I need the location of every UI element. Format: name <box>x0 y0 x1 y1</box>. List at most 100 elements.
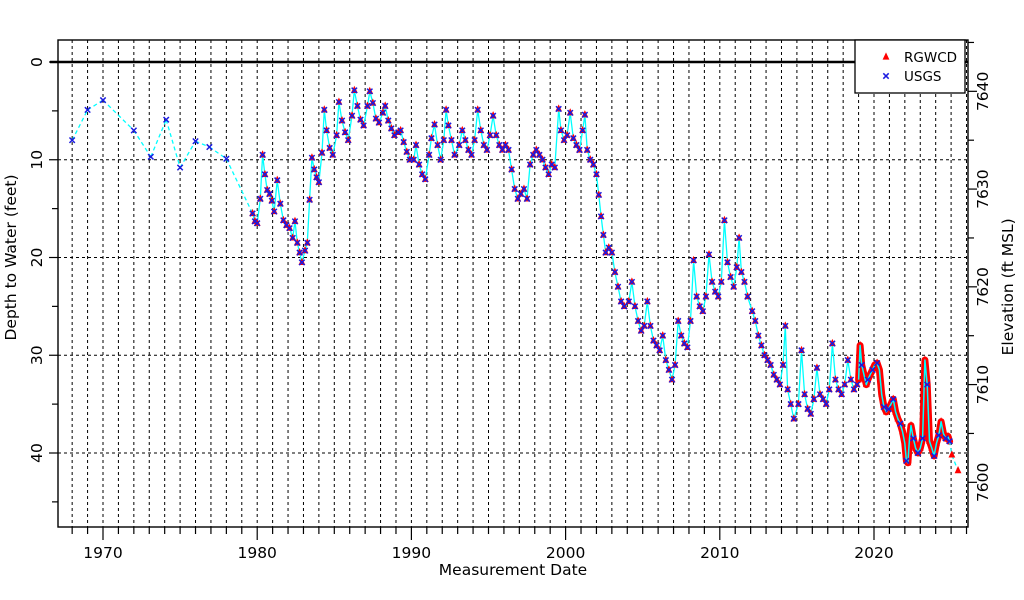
rgwcd-tail-markers <box>948 450 962 474</box>
usgs-x-marker <box>733 264 740 271</box>
usgs-x-marker <box>445 122 452 129</box>
usgs-x-marker <box>257 195 264 203</box>
x-tick-label: 1980 <box>237 544 276 562</box>
usgs-x-marker <box>705 251 713 258</box>
usgs-x-marker <box>684 344 691 351</box>
usgs-x-marker <box>727 273 734 281</box>
usgs-x-marker <box>829 340 836 347</box>
usgs-x-marker <box>721 217 728 224</box>
usgs-x-marker <box>770 371 778 379</box>
x-tick-label: 1990 <box>392 544 431 562</box>
legend: RGWCD USGS <box>854 39 966 94</box>
usgs-x-marker <box>653 342 660 349</box>
usgs-x-marker <box>266 190 273 198</box>
usgs-x-marker <box>351 87 358 94</box>
legend-item-rgwcd: RGWCD <box>882 50 957 66</box>
usgs-x-marker <box>656 347 663 354</box>
usgs-x-marker <box>795 400 802 408</box>
x-tick-label: 2010 <box>700 544 739 562</box>
usgs-x-marker <box>593 171 600 178</box>
x-tick-label: 1970 <box>83 544 122 562</box>
usgs-x-marker <box>486 132 494 139</box>
usgs-x-marker <box>468 151 475 159</box>
usgs-x-marker <box>333 132 340 139</box>
usgs-x-marker <box>738 268 745 276</box>
usgs-x-marker <box>822 400 830 408</box>
usgs-x-marker <box>455 141 463 149</box>
usgs-x-marker <box>357 116 364 123</box>
usgs-x-marker <box>348 112 356 119</box>
usgs-x-marker <box>323 127 330 134</box>
usgs-x-marker <box>301 247 309 254</box>
y-right-title-text: Elevation (ft MSL) <box>999 218 1017 355</box>
usgs-x-marker <box>306 196 313 204</box>
plot-frame <box>57 39 969 528</box>
usgs-x-marker <box>597 213 605 220</box>
usgs-x-marker <box>930 452 938 460</box>
usgs-x-marker <box>412 141 420 149</box>
usgs-x-marker <box>590 161 597 168</box>
usgs-x-marker <box>647 322 654 330</box>
usgs-x-marker <box>581 111 589 119</box>
usgs-x-marker <box>935 432 942 439</box>
line-solid-segments <box>251 90 860 419</box>
x-axis <box>71 527 968 540</box>
rgwcd-triangle-marker <box>882 52 890 60</box>
usgs-x-marker <box>687 317 694 325</box>
rgwcd-triangle-marker <box>907 421 915 429</box>
depth-tick-label: 0 <box>28 57 46 67</box>
usgs-x-marker <box>263 186 271 194</box>
usgs-x-marker <box>369 99 377 107</box>
rgwcd-triangle-marker <box>921 355 929 363</box>
x-axis-title-text: Measurement Date <box>439 561 587 579</box>
elevation-tick-label: 7600 <box>974 463 992 502</box>
usgs-x-marker <box>304 239 311 247</box>
usgs-x-marker <box>539 156 546 163</box>
usgs-x-marker <box>896 420 904 427</box>
usgs-x-marker <box>838 391 845 398</box>
usgs-x-marker <box>253 220 261 227</box>
usgs-x-marker <box>526 161 534 168</box>
usgs-x-marker <box>702 293 710 300</box>
usgs-x-marker <box>448 136 455 144</box>
usgs-x-marker <box>560 136 568 144</box>
usgs-x-marker <box>600 231 607 239</box>
usgs-x-marker <box>428 135 435 142</box>
usgs-x-marker <box>335 98 343 106</box>
usgs-x-marker <box>602 249 609 256</box>
usgs-x-marker <box>735 234 743 242</box>
usgs-x-marker <box>379 109 387 117</box>
usgs-x-marker <box>711 288 719 295</box>
usgs-x-marker <box>744 293 751 300</box>
usgs-x-marker <box>631 303 639 310</box>
usgs-x-marker <box>858 361 865 369</box>
usgs-x-marker <box>505 146 512 154</box>
usgs-x-marker <box>678 332 685 339</box>
usgs-x-marker <box>819 396 827 403</box>
usgs-x-marker <box>425 151 433 159</box>
usgs-x-marker <box>381 102 389 110</box>
y-axis-right-labels: 7640 7630 7620 7610 7600 <box>974 72 992 502</box>
usgs-x-marker <box>514 195 522 203</box>
usgs-x-marker <box>758 342 765 349</box>
usgs-x-marker <box>718 278 725 286</box>
usgs-x-marker <box>268 197 276 205</box>
usgs-x-marker <box>298 259 306 266</box>
usgs-x-marker <box>249 210 256 217</box>
usgs-x-marker <box>641 322 648 330</box>
usgs-x-marker <box>764 356 771 364</box>
usgs-x-marker <box>385 117 392 124</box>
usgs-x-marker <box>318 149 326 157</box>
usgs-x-marker <box>914 449 922 457</box>
elevation-tick-label: 7620 <box>974 267 992 306</box>
rgwcd-continuous-band <box>855 340 954 467</box>
usgs-x-marker <box>289 234 296 242</box>
usgs-x-marker <box>832 376 839 383</box>
usgs-x-marker <box>835 386 842 393</box>
y-axis-right-title: Elevation (ft MSL) <box>999 218 1017 355</box>
usgs-x-marker <box>388 125 395 132</box>
usgs-x-marker <box>259 151 266 159</box>
usgs-x-marker <box>773 376 781 383</box>
y-axis-left-title: Depth to Water (feet) <box>2 174 20 340</box>
